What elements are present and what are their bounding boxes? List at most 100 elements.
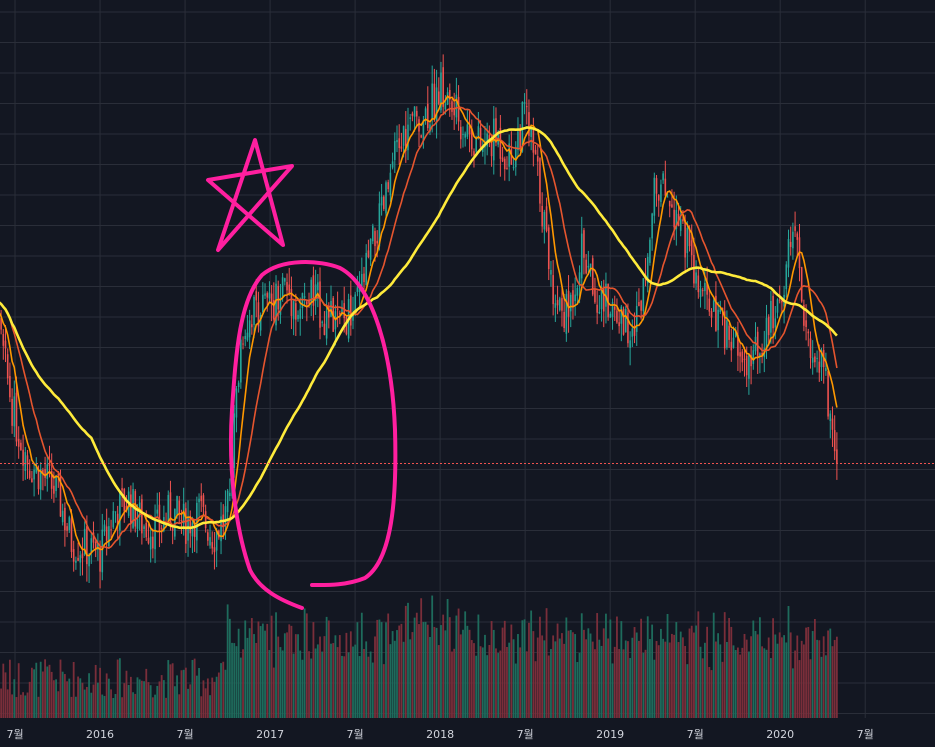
candle-body bbox=[407, 124, 409, 151]
annotation-star[interactable] bbox=[206, 138, 294, 252]
volume-bar bbox=[534, 661, 537, 718]
volume-bar bbox=[79, 678, 82, 718]
volume-bar bbox=[129, 676, 132, 718]
volume-bar bbox=[132, 692, 134, 718]
volume-bar bbox=[380, 622, 383, 718]
candle-body bbox=[42, 470, 44, 475]
candle-body bbox=[105, 526, 108, 541]
volume-bar bbox=[490, 621, 493, 718]
candle-body bbox=[215, 530, 218, 551]
volume-bar bbox=[270, 615, 273, 718]
volume-bar bbox=[563, 643, 566, 718]
candle-body bbox=[356, 287, 359, 292]
volume-bar bbox=[763, 648, 766, 718]
volume-bar bbox=[261, 623, 264, 718]
volume-bar bbox=[224, 669, 227, 718]
candle-body bbox=[37, 468, 40, 490]
candle-body bbox=[365, 252, 368, 286]
volume-bar bbox=[327, 620, 330, 718]
candle-body bbox=[805, 320, 807, 327]
candle-body bbox=[774, 318, 777, 328]
candle-body bbox=[532, 127, 535, 153]
candle-body bbox=[572, 290, 574, 307]
candle-body bbox=[398, 138, 400, 149]
ma-mid-line bbox=[0, 106, 838, 549]
candle-body bbox=[336, 308, 339, 310]
candle-body bbox=[411, 113, 414, 116]
volume-bar bbox=[728, 618, 731, 718]
candle-body bbox=[229, 492, 231, 497]
volume-bar bbox=[184, 667, 187, 718]
volume-bar bbox=[679, 631, 682, 718]
volume-bar bbox=[301, 659, 304, 718]
volume-bar bbox=[712, 612, 715, 718]
volume-bar bbox=[206, 678, 209, 718]
candle-body bbox=[103, 524, 106, 532]
volume-bar bbox=[567, 630, 570, 718]
volume-bar bbox=[400, 623, 403, 718]
volume-bar bbox=[6, 689, 9, 718]
drawings[interactable] bbox=[206, 138, 398, 610]
volume-bar bbox=[424, 621, 427, 718]
volume-bar bbox=[59, 659, 62, 718]
candle-body bbox=[466, 124, 469, 137]
volume-bar bbox=[776, 643, 779, 718]
x-tick-label: 2017 bbox=[256, 728, 284, 741]
volume-bar bbox=[501, 627, 504, 718]
volume-bar bbox=[178, 694, 181, 718]
annotation-ellipse[interactable] bbox=[228, 260, 398, 610]
candle-body bbox=[297, 314, 299, 320]
candle-body bbox=[523, 102, 526, 104]
candle-body bbox=[653, 177, 656, 216]
volume-bar bbox=[624, 640, 627, 718]
volume-bar bbox=[332, 643, 335, 718]
candle-body bbox=[710, 311, 713, 318]
volume-bar bbox=[609, 619, 612, 718]
candle-body bbox=[374, 231, 376, 247]
volume-bar bbox=[345, 632, 348, 718]
candle-body bbox=[596, 304, 598, 313]
candle-body bbox=[446, 92, 449, 105]
candle-body bbox=[455, 94, 458, 118]
candle-body bbox=[704, 282, 706, 292]
candle-body bbox=[759, 353, 761, 357]
volume-bar bbox=[827, 630, 829, 718]
candle-body bbox=[517, 131, 519, 151]
candle-body bbox=[543, 212, 546, 230]
volume-bar bbox=[30, 667, 33, 718]
candle-body bbox=[303, 296, 306, 298]
volume-bar bbox=[107, 678, 110, 718]
candle-body bbox=[547, 227, 550, 270]
volume-bar bbox=[387, 613, 390, 718]
volume-bar bbox=[74, 696, 77, 718]
candle-body bbox=[277, 285, 280, 310]
candle-body bbox=[578, 272, 581, 287]
volume-bar bbox=[697, 611, 700, 718]
volume-bar bbox=[231, 642, 233, 718]
volume-bar bbox=[316, 644, 319, 718]
candle-body bbox=[26, 455, 29, 465]
candle-body bbox=[635, 305, 638, 332]
volume-bar bbox=[202, 680, 205, 718]
candle-body bbox=[46, 464, 49, 479]
volume-bar bbox=[468, 629, 471, 718]
candle-body bbox=[160, 527, 163, 529]
candle-body bbox=[387, 182, 389, 190]
candle-body bbox=[306, 301, 308, 305]
candle-body bbox=[431, 83, 433, 119]
volume-bar bbox=[336, 647, 339, 718]
candle-body bbox=[508, 143, 510, 167]
volume-bar bbox=[594, 649, 596, 718]
volume-bar bbox=[92, 684, 95, 718]
volume-bar bbox=[349, 631, 352, 718]
candle-body bbox=[440, 72, 442, 111]
candle-body bbox=[585, 259, 587, 274]
volume-bar bbox=[257, 621, 260, 718]
candle-body bbox=[33, 469, 35, 480]
candle-body bbox=[15, 392, 18, 442]
volume-bar bbox=[732, 645, 735, 718]
volume-bar bbox=[272, 667, 275, 718]
volume-bar bbox=[24, 695, 27, 718]
volume-bar bbox=[143, 681, 145, 718]
